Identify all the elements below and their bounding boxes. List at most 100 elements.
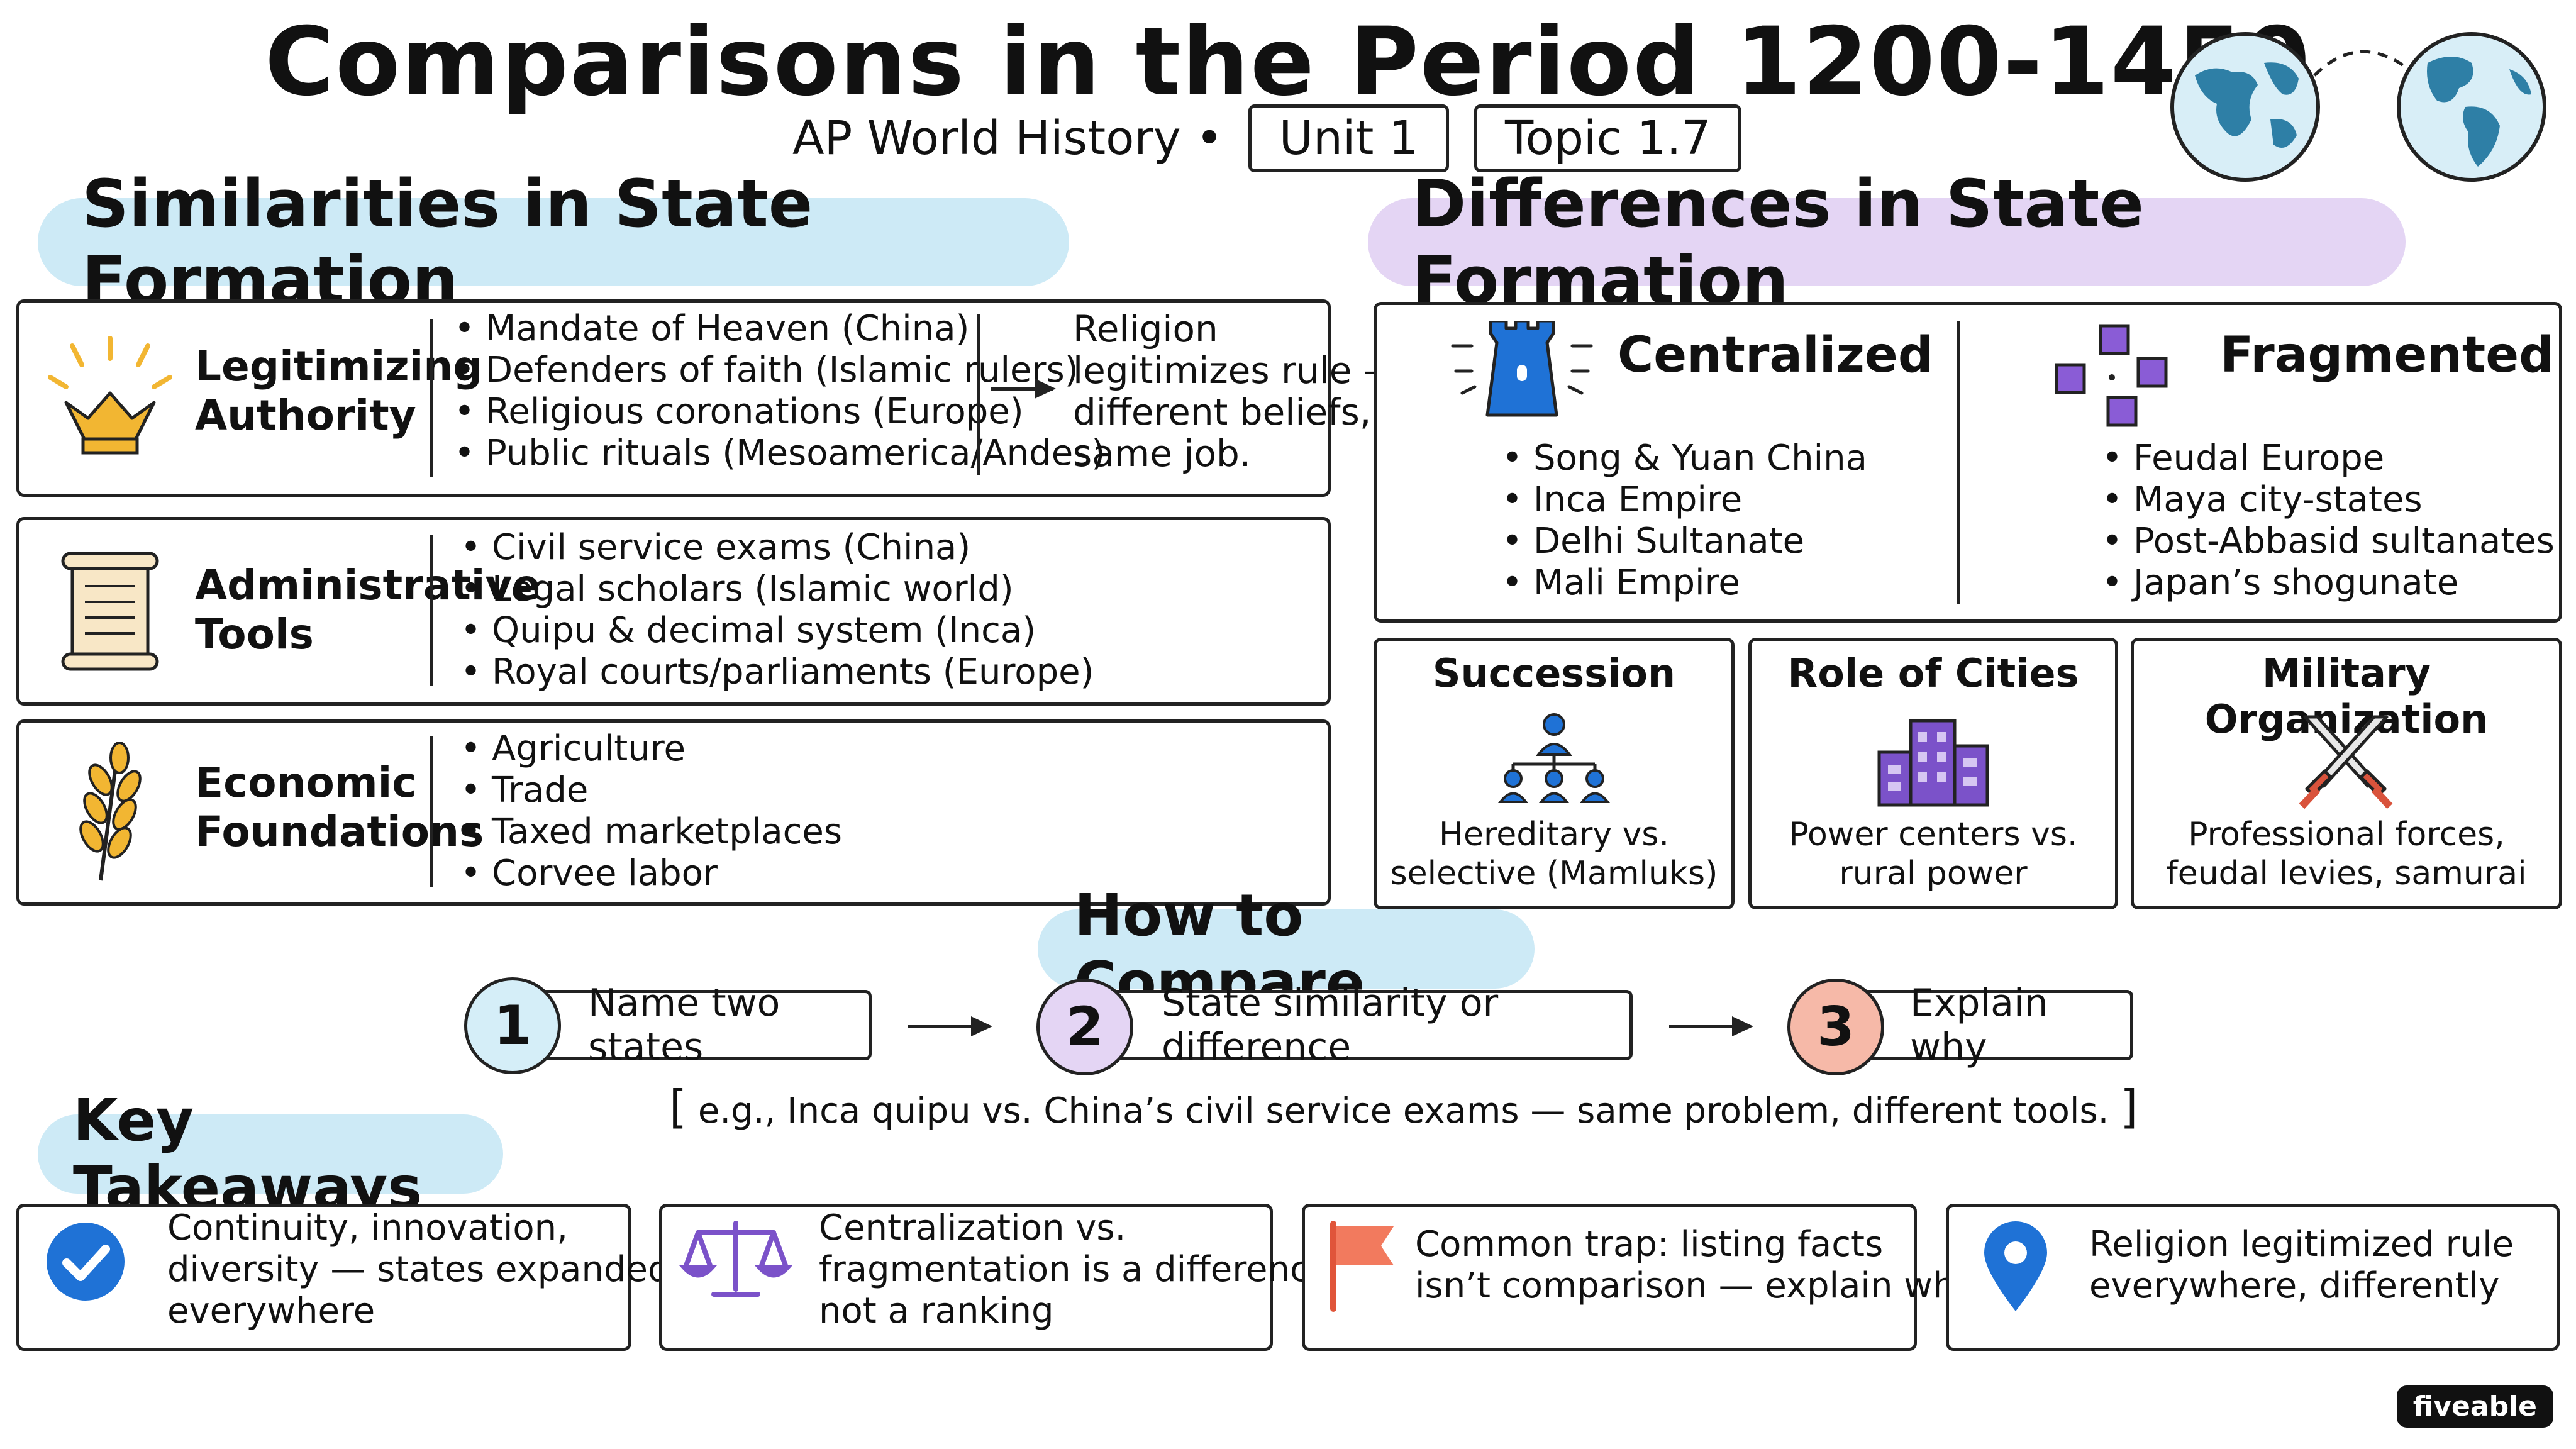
note-line: legitimizes rule — bbox=[1073, 349, 1400, 392]
divider bbox=[430, 535, 433, 686]
flag-icon bbox=[1330, 1221, 1394, 1312]
divider bbox=[977, 314, 980, 475]
list-item: Inca Empire bbox=[1497, 479, 1867, 521]
similarities-heading: Similarities in State Formation bbox=[38, 165, 1069, 319]
bracket-open: [ bbox=[669, 1080, 687, 1133]
legitimizing-list: Mandate of Heaven (China) Defenders of f… bbox=[449, 308, 1105, 474]
administrative-list: Civil service exams (China) Legal schola… bbox=[455, 527, 1094, 693]
takeaway-line: not a ranking bbox=[819, 1291, 1054, 1331]
fragmented-title: Fragmented bbox=[2220, 327, 2554, 384]
list-item: Japan’s shogunate bbox=[2097, 562, 2555, 604]
fragmented-list: Feudal Europe Maya city-states Post-Abba… bbox=[2097, 438, 2555, 604]
wheat-icon bbox=[79, 742, 142, 881]
list-item: Song & Yuan China bbox=[1497, 438, 1867, 479]
legitimizing-label: Legitimizing Authority bbox=[195, 342, 483, 440]
list-item: Royal courts/parliaments (Europe) bbox=[455, 652, 1094, 693]
example-text: e.g., Inca quipu vs. China’s civil servi… bbox=[697, 1091, 2109, 1131]
list-item: Corvee labor bbox=[455, 853, 842, 894]
takeaway-text: Continuity, innovation, diversity — stat… bbox=[167, 1208, 670, 1332]
card-line: rural power bbox=[1839, 855, 2028, 892]
note-line: Religion bbox=[1073, 308, 1218, 350]
card-line: feudal levies, samurai bbox=[2166, 855, 2527, 892]
list-item: Defenders of faith (Islamic rulers) bbox=[449, 350, 1105, 391]
list-item: Civil service exams (China) bbox=[455, 527, 1094, 569]
divider bbox=[430, 736, 433, 887]
key-takeaways-heading: Key Takeaways bbox=[38, 1087, 503, 1221]
takeaway-line: Common trap: listing facts bbox=[1415, 1224, 1884, 1265]
label-line-2: Tools bbox=[195, 610, 314, 658]
tower-icon bbox=[1451, 321, 1593, 417]
takeaway-text: Centralization vs. fragmentation is a di… bbox=[819, 1208, 1342, 1332]
list-item: Maya city-states bbox=[2097, 479, 2555, 521]
centralized-title: Centralized bbox=[1618, 327, 1933, 384]
differences-heading: Differences in State Formation bbox=[1368, 165, 2406, 319]
page-title: Comparisons in the Period 1200-1450 bbox=[265, 8, 2311, 117]
religion-note: Religion legitimizes rule — different be… bbox=[1073, 308, 1400, 474]
label-line-1: Legitimizing bbox=[195, 342, 483, 391]
takeaway-card bbox=[1946, 1204, 2560, 1351]
unit-badge: Unit 1 bbox=[1248, 104, 1450, 172]
military-organization-text: Professional forces, feudal levies, samu… bbox=[2131, 815, 2562, 893]
list-item: Agriculture bbox=[455, 728, 842, 770]
label-line-2: Foundations bbox=[195, 808, 484, 856]
takeaway-line: isn’t comparison — explain why bbox=[1415, 1265, 1976, 1306]
military-organization-title: Military Organization bbox=[2204, 650, 2489, 742]
arrow-right-icon bbox=[1669, 1016, 1753, 1036]
list-item: Post-Abbasid sultanates bbox=[2097, 521, 2555, 562]
takeaway-line: fragmentation is a difference, bbox=[819, 1249, 1343, 1290]
list-item: Religious coronations (Europe) bbox=[449, 391, 1105, 433]
course-label: AP World History • bbox=[792, 111, 1223, 165]
checkmark-icon bbox=[47, 1223, 125, 1301]
note-line: same job. bbox=[1073, 432, 1252, 475]
takeaway-text: Religion legitimized rule everywhere, di… bbox=[2089, 1224, 2514, 1307]
location-pin-icon bbox=[1984, 1221, 2047, 1311]
takeaway-card bbox=[659, 1204, 1273, 1351]
takeaway-line: everywhere bbox=[167, 1291, 375, 1331]
takeaway-card bbox=[1302, 1204, 1917, 1351]
step-3-box: Explain why bbox=[1833, 981, 2133, 1069]
card-line: selective (Mamluks) bbox=[1390, 855, 1718, 892]
takeaway-line: Centralization vs. bbox=[819, 1208, 1126, 1248]
takeaway-text: Common trap: listing facts isn’t compari… bbox=[1415, 1224, 1976, 1307]
hierarchy-icon bbox=[1498, 713, 1610, 803]
label-line-2: Authority bbox=[195, 391, 416, 440]
list-item: Quipu & decimal system (Inca) bbox=[455, 610, 1094, 652]
takeaway-line: Continuity, innovation, bbox=[167, 1208, 568, 1248]
role-of-cities-text: Power centers vs. rural power bbox=[1748, 815, 2118, 893]
list-item: Feudal Europe bbox=[2097, 438, 2555, 479]
scroll-icon bbox=[61, 552, 159, 671]
step-1-box: Name two states bbox=[503, 981, 872, 1069]
role-of-cities-title: Role of Cities bbox=[1787, 650, 2079, 696]
balance-scale-icon bbox=[679, 1221, 792, 1297]
takeaway-line: diversity — states expanded bbox=[167, 1249, 670, 1290]
scattered-squares-icon bbox=[2055, 324, 2168, 427]
card-line: Hereditary vs. bbox=[1438, 816, 1670, 853]
crossed-swords-icon bbox=[2299, 715, 2393, 809]
example-note: [ e.g., Inca quipu vs. China’s civil ser… bbox=[669, 1080, 2138, 1133]
label-line-1: Economic bbox=[195, 758, 417, 807]
bracket-close: ] bbox=[2120, 1080, 2138, 1133]
list-item: Public rituals (Mesoamerica/Andes) bbox=[449, 433, 1105, 474]
list-item: Taxed marketplaces bbox=[455, 811, 842, 853]
list-item: Mandate of Heaven (China) bbox=[449, 308, 1105, 350]
fiveable-logo: fiveable bbox=[2396, 1385, 2553, 1428]
crown-icon bbox=[48, 336, 172, 455]
subtitle-row: AP World History • Unit 1 Topic 1.7 bbox=[792, 101, 1742, 176]
list-item: Delhi Sultanate bbox=[1497, 521, 1867, 562]
arrow-right-icon bbox=[991, 379, 1056, 399]
arrow-right-icon bbox=[908, 1016, 992, 1036]
card-line: Professional forces, bbox=[2188, 816, 2505, 853]
card-line: Power centers vs. bbox=[1789, 816, 2078, 853]
list-item: Legal scholars (Islamic world) bbox=[455, 569, 1094, 610]
military-organization-card bbox=[2131, 638, 2562, 909]
topic-badge: Topic 1.7 bbox=[1474, 104, 1742, 172]
buildings-icon bbox=[1877, 719, 1989, 807]
step-2-number: 2 bbox=[1036, 979, 1133, 1075]
list-item: Mali Empire bbox=[1497, 562, 1867, 604]
succession-title: Succession bbox=[1432, 650, 1676, 696]
step-1-number: 1 bbox=[464, 977, 561, 1074]
globes-icon bbox=[2170, 32, 2546, 182]
how-to-compare-heading: How to Compare bbox=[1038, 882, 1535, 1016]
takeaway-line: Religion legitimized rule bbox=[2089, 1224, 2514, 1265]
centralized-list: Song & Yuan China Inca Empire Delhi Sult… bbox=[1497, 438, 1867, 604]
